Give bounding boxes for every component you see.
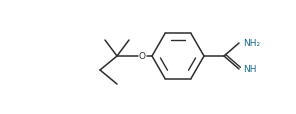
Text: NH₂: NH₂ (243, 39, 260, 48)
Text: O: O (139, 52, 146, 61)
Text: NH: NH (243, 65, 257, 74)
